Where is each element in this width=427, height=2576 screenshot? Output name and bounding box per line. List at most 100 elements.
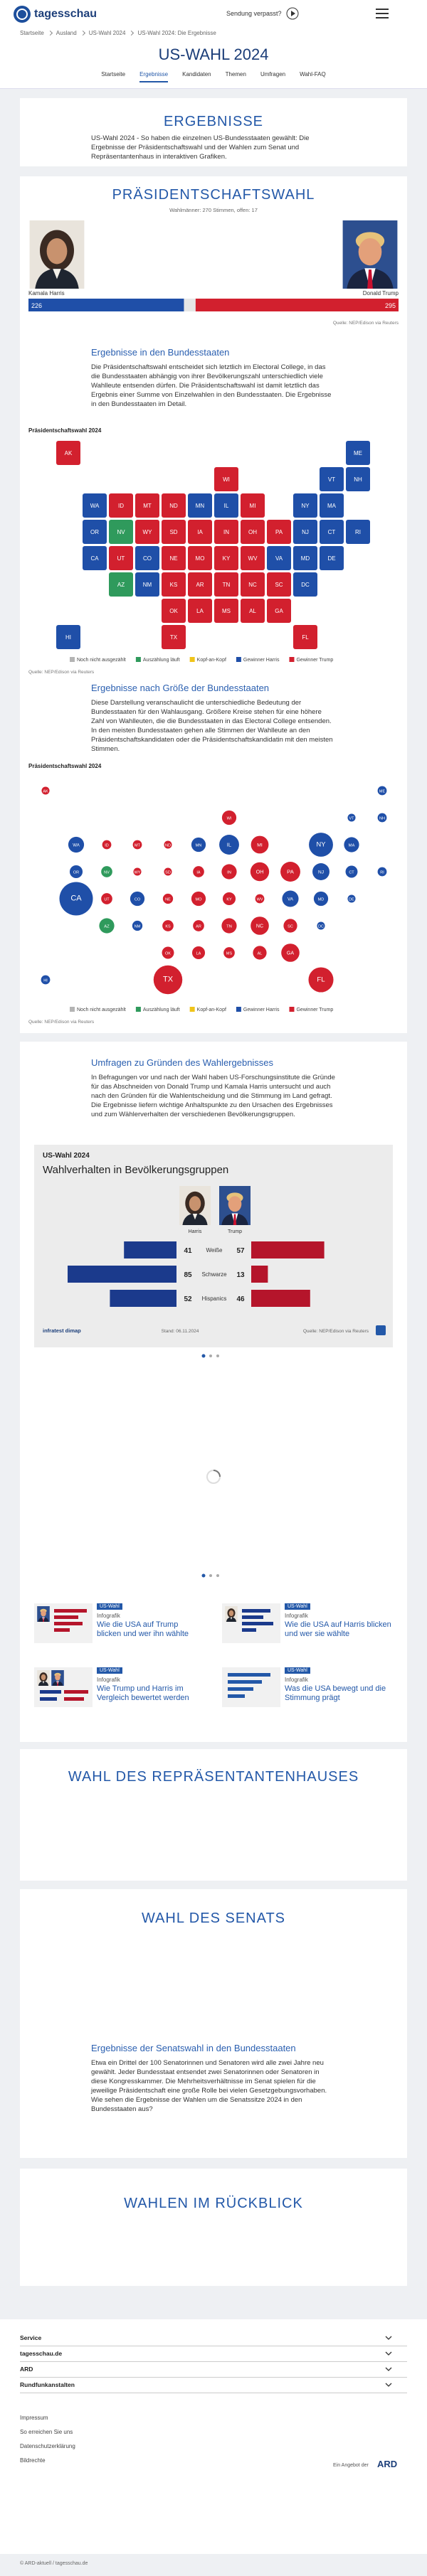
- play-icon[interactable]: [286, 7, 299, 20]
- menu-icon[interactable]: [376, 9, 389, 18]
- footer-section[interactable]: Service: [20, 2331, 407, 2346]
- state-tile: [83, 520, 107, 544]
- legend-label: Gewinner Trump: [296, 1008, 333, 1012]
- footer-section[interactable]: Rundfunkanstalten: [20, 2378, 407, 2393]
- nav-item-active[interactable]: Ergebnisse: [139, 71, 169, 82]
- state-bubble: [282, 890, 299, 907]
- teaser[interactable]: US-Wahl Infografik Wie die USA auf Trump…: [34, 1603, 205, 1659]
- state-bubble: [221, 918, 237, 934]
- breadcrumb-item[interactable]: US-Wahl 2024: [88, 30, 126, 36]
- footer-link[interactable]: Impressum: [20, 2415, 48, 2421]
- footer-bar: © ARD-aktuell / tagesschau.de: [0, 2554, 427, 2576]
- state-label: VT: [328, 476, 335, 483]
- state-tile: [162, 546, 186, 570]
- state-tile: [293, 520, 317, 544]
- state-label: DE: [349, 898, 354, 902]
- teaser[interactable]: US-Wahl Infografik Wie Trump und Harris …: [34, 1667, 205, 1723]
- state-tile: [267, 599, 291, 623]
- chart-title: US-Wahl 2024: [43, 1152, 90, 1160]
- state-tile: [320, 520, 344, 544]
- value-label: 13: [236, 1271, 245, 1279]
- state-tile: [188, 572, 212, 597]
- state-bubble: [153, 965, 183, 995]
- carousel-dots[interactable]: [199, 1352, 228, 1359]
- state-bubble: [345, 865, 358, 878]
- state-label: NC: [248, 582, 257, 588]
- nav-item[interactable]: Kandidaten: [182, 71, 211, 78]
- footer-section[interactable]: ARD: [20, 2362, 407, 2378]
- senate-card: WAHL DES SENATS Ergebnisse der Senatswah…: [20, 1889, 407, 2158]
- state-tile: [83, 546, 107, 570]
- state-bubble: [59, 882, 93, 916]
- bar: [195, 299, 399, 311]
- nav-item[interactable]: Startseite: [101, 71, 126, 78]
- ard-logo[interactable]: ARD: [377, 2459, 398, 2469]
- logo-text[interactable]: tagesschau: [34, 8, 97, 20]
- footer-section[interactable]: tagesschau.de: [20, 2346, 407, 2362]
- state-bubble: [222, 892, 236, 906]
- nav-item[interactable]: Wahl-FAQ: [300, 71, 326, 78]
- state-tile: [188, 599, 212, 623]
- nav-item[interactable]: Themen: [225, 71, 246, 78]
- teaser-title[interactable]: Wie die USA auf Trump blicken und wer ih…: [97, 1620, 189, 1638]
- state-label: KY: [223, 555, 231, 562]
- state-bubble: [41, 786, 50, 795]
- state-tile: [346, 467, 370, 491]
- state-tile: [241, 520, 265, 544]
- state-label: OR: [73, 871, 79, 875]
- footer: Service tagesschau.de ARD Rundfunkanstal…: [0, 2319, 427, 2576]
- legend-swatch: [70, 657, 75, 662]
- state-label: NV: [104, 871, 110, 875]
- value-label: 41: [184, 1247, 192, 1255]
- breadcrumb-item[interactable]: Startseite: [20, 30, 44, 36]
- state-label: OH: [256, 869, 264, 875]
- candidate-name: Trump: [228, 1229, 242, 1234]
- teaser-title[interactable]: Wie Trump und Harris im Vergleich bewert…: [97, 1684, 189, 1702]
- missed-link[interactable]: Sendung verpasst?: [226, 10, 282, 17]
- footer-link[interactable]: Datenschutzerklärung: [20, 2443, 75, 2449]
- breadcrumb-item[interactable]: Ausland: [56, 30, 77, 36]
- state-bubble: [283, 919, 297, 933]
- bar: [28, 299, 184, 311]
- state-label: MA: [349, 844, 355, 848]
- state-label: WI: [223, 476, 230, 483]
- intro-card: ERGEBNISSE US-Wahl 2024 - So haben die e…: [20, 98, 407, 166]
- footer-link[interactable]: Bildrechte: [20, 2457, 46, 2464]
- carousel-dots[interactable]: [199, 1572, 228, 1579]
- portrait-trump: [219, 1186, 251, 1225]
- state-label: FL: [317, 976, 325, 984]
- state-label: NH: [354, 476, 362, 483]
- teaser-title[interactable]: Was die USA bewegt und die Stimmung präg…: [285, 1684, 386, 1702]
- nav-item[interactable]: Umfragen: [260, 71, 286, 78]
- logo-icon[interactable]: [13, 5, 31, 23]
- footer-section-label: ARD: [20, 2366, 33, 2373]
- share-icon[interactable]: [376, 1325, 386, 1335]
- value-label: 57: [236, 1247, 245, 1255]
- state-label: AZ: [117, 582, 125, 588]
- state-label: CO: [143, 555, 152, 562]
- section-heading: WAHL DES REPRÄSENTANTENHAUSES: [68, 1769, 359, 1785]
- section-heading: WAHLEN IM RÜCKBLICK: [124, 2196, 303, 2211]
- state-label: DC: [318, 925, 324, 929]
- state-label: MO: [196, 898, 203, 902]
- state-bubble: [193, 920, 204, 931]
- teaser[interactable]: US-Wahl Infografik Wie die USA auf Harri…: [222, 1603, 393, 1659]
- teaser[interactable]: US-Wahl Infografik Was die USA bewegt un…: [222, 1667, 393, 1723]
- state-label: UT: [117, 555, 125, 562]
- sub-heading: Ergebnisse nach Größe der Bundesstaaten: [91, 683, 270, 693]
- teaser-title[interactable]: Wie die USA auf Harris blicken und wer s…: [285, 1620, 391, 1638]
- state-tile: [162, 599, 186, 623]
- footer-link[interactable]: So erreichen Sie uns: [20, 2429, 73, 2435]
- state-tile: [267, 520, 291, 544]
- teaser-image: [34, 1667, 93, 1707]
- teaser-kicker: Infografik: [97, 1677, 120, 1683]
- state-label: AK: [43, 790, 48, 794]
- bar: [68, 1266, 176, 1283]
- state-tile: [320, 546, 344, 570]
- note: Stand: 06.11.2024: [162, 1329, 199, 1334]
- state-bubble: [251, 916, 269, 935]
- state-label: WY: [143, 529, 153, 535]
- state-label: WA: [73, 843, 80, 848]
- state-bubble: [69, 865, 83, 879]
